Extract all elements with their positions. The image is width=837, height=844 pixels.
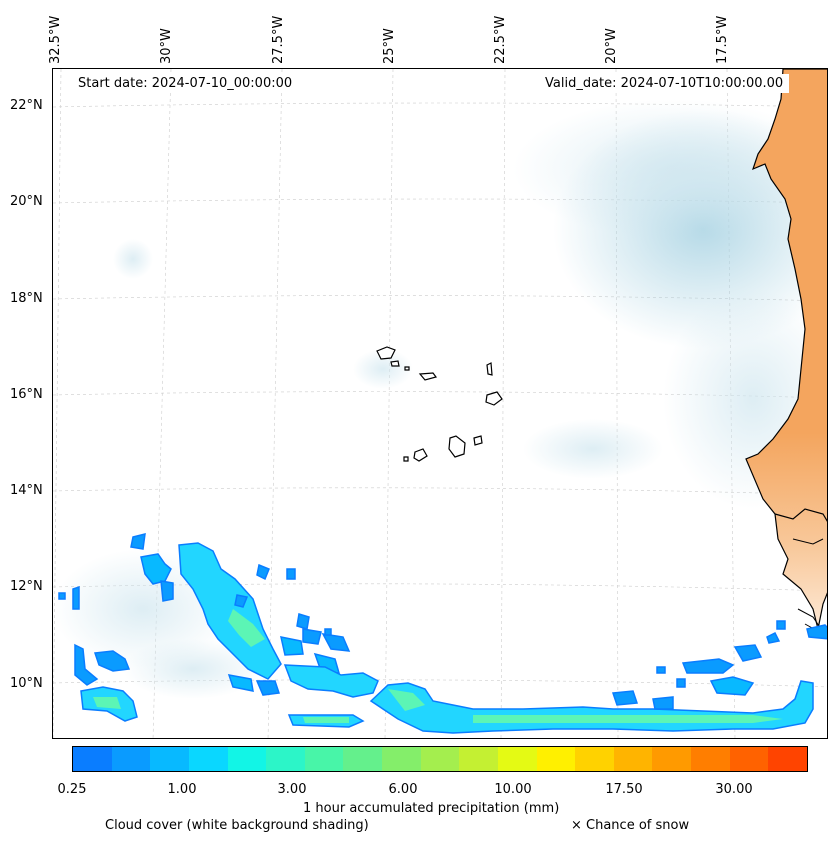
colorbar-tick-0-25: 0.25 <box>57 782 87 797</box>
map-frame[interactable] <box>52 68 828 739</box>
colorbar-segment-5 <box>266 747 305 771</box>
map-canvas <box>53 69 827 738</box>
lat-tick-12n: 12°N <box>10 579 43 594</box>
colorbar-segment-7 <box>343 747 382 771</box>
colorbar-tick-30-00: 30.00 <box>715 782 753 797</box>
colorbar-segment-1 <box>111 747 151 771</box>
lat-tick-16n: 16°N <box>10 387 43 402</box>
start-date-label: Start date: 2024-07-10_00:00:00 <box>72 74 299 93</box>
lon-tick-20w: 20°W <box>604 28 619 64</box>
colorbar-segment-2 <box>150 747 189 771</box>
colorbar-segment-10 <box>459 747 498 771</box>
colorbar-segment-0 <box>73 747 112 771</box>
lat-tick-14n: 14°N <box>10 483 43 498</box>
colorbar-segment-12 <box>536 747 576 771</box>
colorbar-label: 1 hour accumulated precipitation (mm) <box>303 801 560 816</box>
lat-tick-22n: 22°N <box>10 98 43 113</box>
lon-tick-27-5w: 27.5°W <box>271 15 286 64</box>
lon-tick-17-5w: 17.5°W <box>715 15 730 64</box>
colorbar-tick-6-00: 6.00 <box>388 782 418 797</box>
colorbar-tick-3-00: 3.00 <box>277 782 307 797</box>
cloud-cover-shading <box>53 99 827 699</box>
lat-tick-20n: 20°N <box>10 194 43 209</box>
snow-chance-caption: × Chance of snow <box>571 818 690 833</box>
precipitation-field <box>58 533 827 734</box>
colorbar-segment-14 <box>613 747 653 771</box>
colorbar-segment-16 <box>691 747 730 771</box>
colorbar-tick-10-00: 10.00 <box>494 782 532 797</box>
colorbar-segment-11 <box>497 747 537 771</box>
colorbar-segment-13 <box>575 747 614 771</box>
lon-tick-25w: 25°W <box>382 28 397 64</box>
lon-tick-32-5w: 32.5°W <box>48 15 63 64</box>
lat-tick-18n: 18°N <box>10 291 43 306</box>
colorbar-segment-6 <box>304 747 344 771</box>
colorbar-segment-9 <box>420 747 460 771</box>
cape-verde-islands <box>376 346 503 462</box>
cloud-cover-caption: Cloud cover (white background shading) <box>105 818 369 833</box>
lat-tick-10n: 10°N <box>10 676 43 691</box>
valid-date-label: Valid_date: 2024-07-10T10:00:00.00 <box>539 74 790 93</box>
lon-tick-30w: 30°W <box>159 28 174 64</box>
colorbar-segment-17 <box>729 747 769 771</box>
colorbar-segment-8 <box>382 747 421 771</box>
colorbar-segment-15 <box>652 747 691 771</box>
lon-tick-22-5w: 22.5°W <box>493 15 508 64</box>
colorbar-segment-3 <box>188 747 228 771</box>
colorbar-tick-17-50: 17.50 <box>605 782 643 797</box>
colorbar-segment-18 <box>768 747 807 771</box>
colorbar-tick-1-00: 1.00 <box>167 782 197 797</box>
precipitation-colorbar <box>72 746 808 772</box>
colorbar-segment-4 <box>227 747 267 771</box>
